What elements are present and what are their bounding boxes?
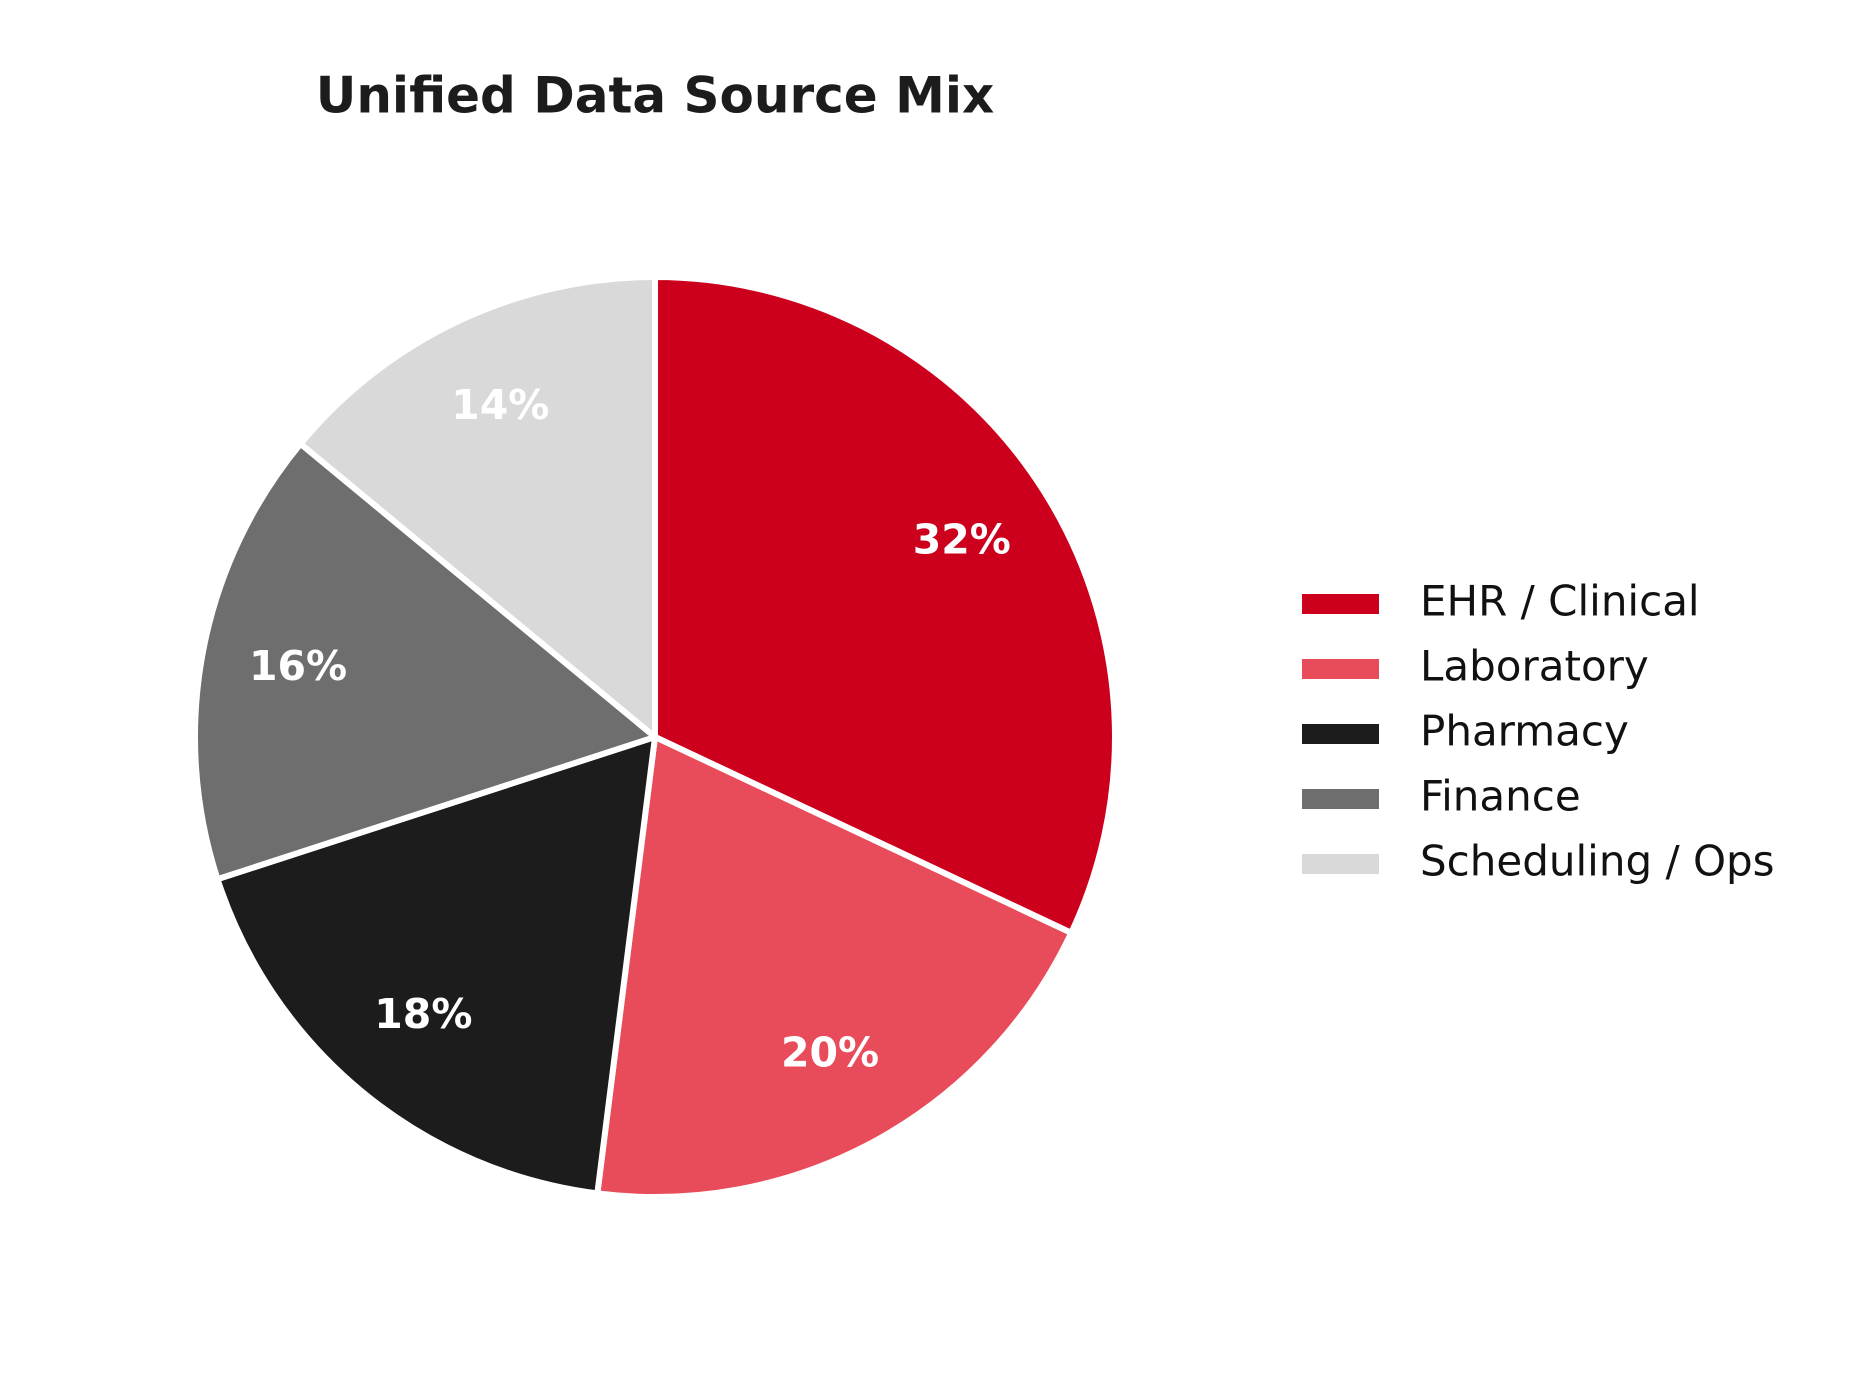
chart-title: Unified Data Source Mix [316,67,995,125]
legend-label: Laboratory [1420,642,1649,691]
legend-swatch [1302,724,1379,744]
legend-label: Pharmacy [1420,707,1629,756]
legend-label: Finance [1420,772,1581,821]
legend-swatch [1302,594,1379,614]
slice-label: 14% [451,381,549,429]
pie-slice [192,440,658,883]
slice-label: 16% [249,642,347,690]
legend-swatch [1302,659,1379,679]
pie-slice [594,734,1075,1200]
slice-label: 18% [374,990,472,1038]
pie-slice [297,274,658,740]
slice-label: 20% [781,1028,879,1076]
pie-slice [214,734,658,1197]
legend-swatch [1302,854,1379,874]
legend-label: Scheduling / Ops [1420,837,1775,886]
slice-label: 32% [913,515,1011,563]
pie-slice [652,274,1118,936]
legend-label: EHR / Clinical [1420,577,1700,626]
legend-swatch [1302,789,1379,809]
